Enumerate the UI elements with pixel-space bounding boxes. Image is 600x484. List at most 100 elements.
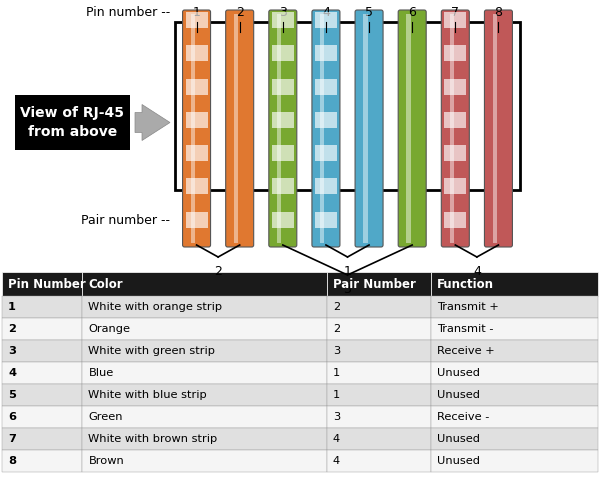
Bar bbox=[82, 318, 327, 340]
Polygon shape bbox=[135, 105, 170, 140]
Bar bbox=[315, 112, 337, 128]
Text: White with blue strip: White with blue strip bbox=[88, 390, 207, 400]
Text: Blue: Blue bbox=[88, 368, 114, 378]
Bar bbox=[2, 272, 82, 296]
Bar bbox=[445, 12, 466, 28]
Bar bbox=[315, 78, 337, 94]
Bar bbox=[327, 450, 431, 472]
Bar bbox=[15, 95, 130, 150]
Text: Receive +: Receive + bbox=[437, 346, 495, 356]
Bar bbox=[431, 428, 598, 450]
Bar bbox=[431, 384, 598, 406]
Bar bbox=[272, 112, 294, 128]
Text: 2: 2 bbox=[333, 324, 340, 334]
Text: 2: 2 bbox=[333, 302, 340, 312]
Text: Function: Function bbox=[437, 277, 494, 290]
Bar bbox=[327, 384, 431, 406]
Bar bbox=[431, 362, 598, 384]
Bar bbox=[327, 272, 431, 296]
Bar bbox=[2, 340, 82, 362]
Bar bbox=[431, 272, 598, 296]
Text: Color: Color bbox=[88, 277, 123, 290]
Bar bbox=[2, 362, 82, 384]
Text: 1: 1 bbox=[8, 302, 16, 312]
Bar bbox=[445, 179, 466, 195]
Text: Unused: Unused bbox=[437, 368, 480, 378]
Bar bbox=[445, 78, 466, 94]
Bar bbox=[82, 362, 327, 384]
Text: View of RJ-45
from above: View of RJ-45 from above bbox=[20, 106, 125, 139]
FancyBboxPatch shape bbox=[312, 10, 340, 247]
Bar bbox=[82, 272, 327, 296]
Text: Brown: Brown bbox=[88, 456, 124, 466]
Bar bbox=[364, 14, 368, 243]
Bar bbox=[445, 212, 466, 227]
FancyBboxPatch shape bbox=[269, 10, 297, 247]
Bar bbox=[185, 145, 208, 161]
Bar bbox=[185, 112, 208, 128]
Text: 3: 3 bbox=[333, 346, 340, 356]
FancyBboxPatch shape bbox=[355, 10, 383, 247]
Bar bbox=[315, 179, 337, 195]
Bar bbox=[272, 45, 294, 61]
Text: 6: 6 bbox=[408, 6, 416, 19]
Bar bbox=[82, 450, 327, 472]
Text: 2: 2 bbox=[214, 265, 222, 278]
FancyBboxPatch shape bbox=[484, 10, 512, 247]
Text: 2: 2 bbox=[236, 6, 244, 19]
Bar bbox=[445, 45, 466, 61]
Bar bbox=[445, 145, 466, 161]
Bar bbox=[315, 12, 337, 28]
Text: Unused: Unused bbox=[437, 390, 480, 400]
Text: 5: 5 bbox=[365, 6, 373, 19]
Bar bbox=[431, 450, 598, 472]
Text: 8: 8 bbox=[8, 456, 16, 466]
Bar bbox=[185, 78, 208, 94]
Text: 3: 3 bbox=[279, 6, 287, 19]
Text: Unused: Unused bbox=[437, 434, 480, 444]
Bar bbox=[2, 296, 82, 318]
Bar bbox=[82, 296, 327, 318]
FancyBboxPatch shape bbox=[226, 10, 254, 247]
Text: Pin Number: Pin Number bbox=[8, 277, 86, 290]
Bar bbox=[234, 14, 238, 243]
Bar bbox=[327, 318, 431, 340]
Text: 4: 4 bbox=[333, 456, 340, 466]
Text: Green: Green bbox=[88, 412, 123, 422]
FancyBboxPatch shape bbox=[182, 10, 211, 247]
Bar bbox=[185, 12, 208, 28]
Bar bbox=[315, 45, 337, 61]
Bar bbox=[2, 384, 82, 406]
Text: Pair Number: Pair Number bbox=[333, 277, 416, 290]
Bar bbox=[82, 340, 327, 362]
Bar bbox=[431, 296, 598, 318]
Bar bbox=[272, 78, 294, 94]
Text: 8: 8 bbox=[494, 6, 502, 19]
Text: 1: 1 bbox=[344, 265, 352, 278]
Text: White with brown strip: White with brown strip bbox=[88, 434, 218, 444]
Bar bbox=[327, 406, 431, 428]
FancyBboxPatch shape bbox=[442, 10, 469, 247]
Bar bbox=[2, 318, 82, 340]
Text: 4: 4 bbox=[322, 6, 330, 19]
Text: 1: 1 bbox=[333, 390, 340, 400]
Text: 7: 7 bbox=[451, 6, 460, 19]
Bar bbox=[82, 384, 327, 406]
Text: Transmit -: Transmit - bbox=[437, 324, 494, 334]
Bar bbox=[82, 428, 327, 450]
Text: 1: 1 bbox=[333, 368, 340, 378]
Bar bbox=[185, 45, 208, 61]
Text: Orange: Orange bbox=[88, 324, 130, 334]
Bar bbox=[431, 340, 598, 362]
FancyBboxPatch shape bbox=[398, 10, 426, 247]
Bar bbox=[449, 14, 454, 243]
Bar bbox=[277, 14, 281, 243]
Text: White with orange strip: White with orange strip bbox=[88, 302, 223, 312]
Bar bbox=[406, 14, 410, 243]
Text: White with green strip: White with green strip bbox=[88, 346, 215, 356]
Bar bbox=[327, 340, 431, 362]
Bar bbox=[320, 14, 325, 243]
Bar bbox=[82, 406, 327, 428]
Text: 4: 4 bbox=[473, 265, 481, 278]
Bar bbox=[327, 296, 431, 318]
